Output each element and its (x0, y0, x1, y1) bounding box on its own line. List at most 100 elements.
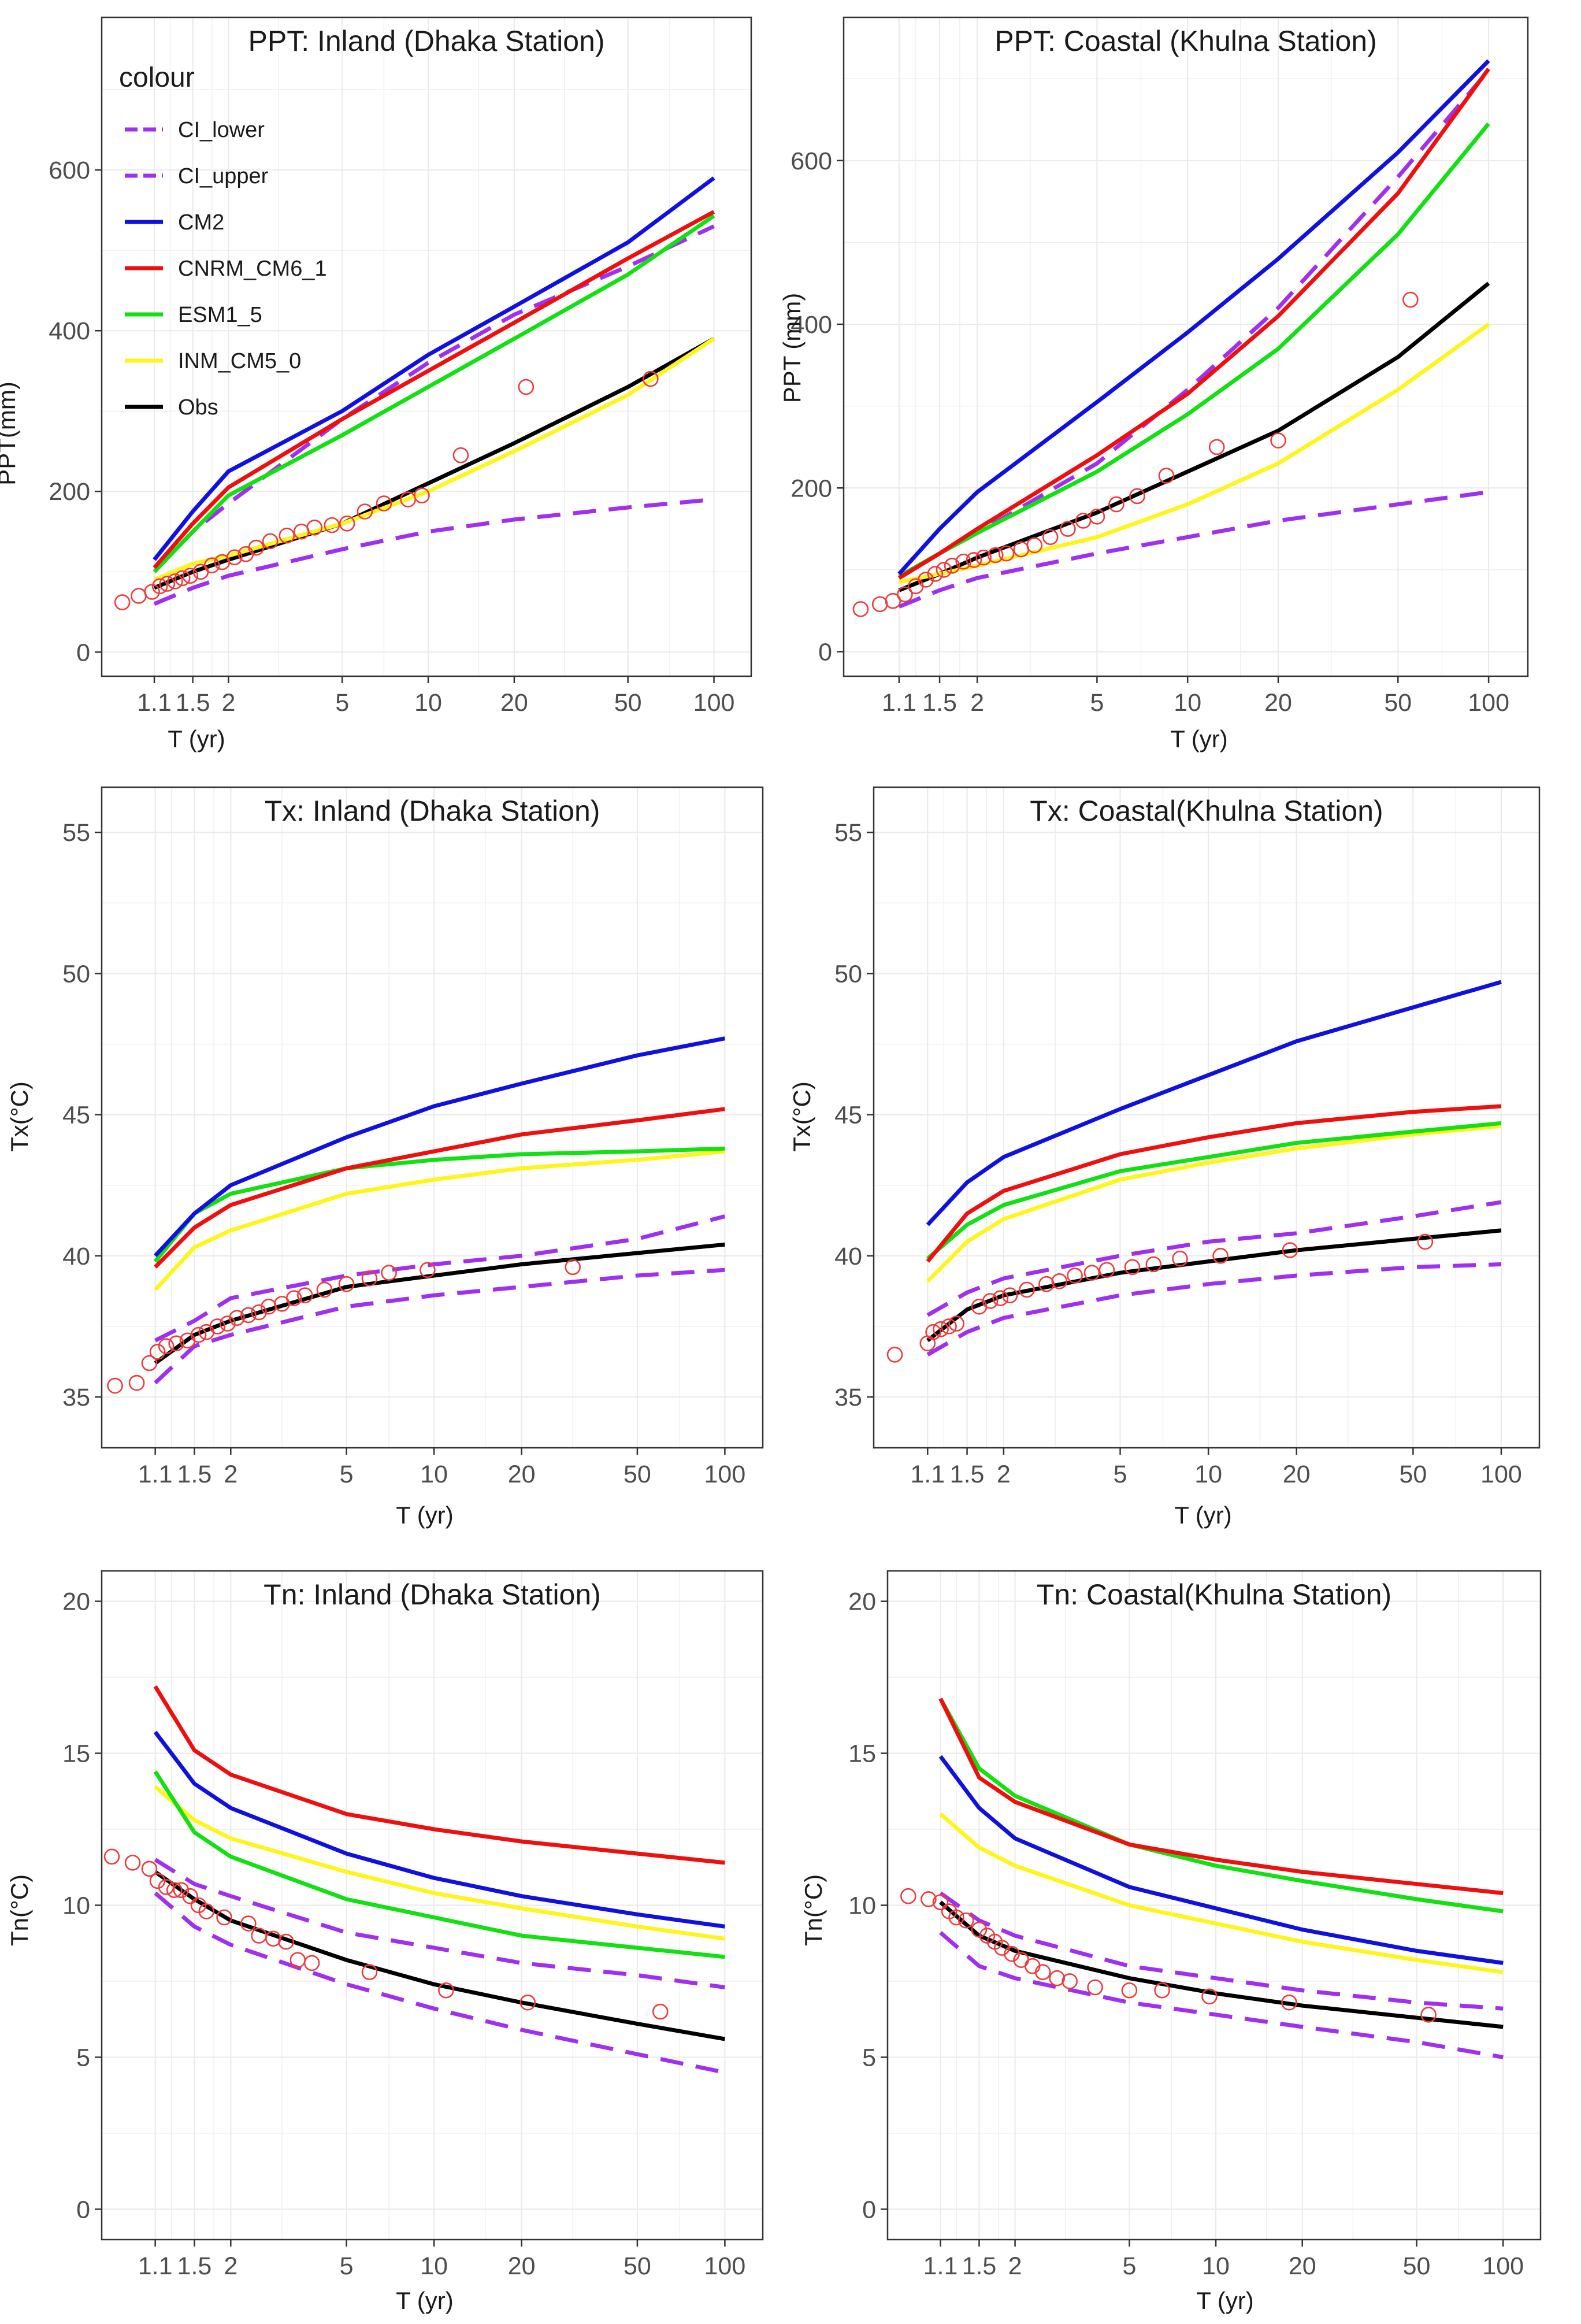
series-line-ci-lower (154, 1267, 725, 1385)
observed-point (936, 562, 952, 578)
observed-point (1042, 529, 1059, 546)
observed-point (927, 566, 944, 582)
observed-point (1001, 1287, 1018, 1304)
y-tick-label: 5 (862, 2044, 876, 2071)
x-tick-label: 1.1 (910, 1461, 945, 1488)
series-line-cnrm-cm6-1 (926, 1104, 1502, 1263)
observed-point (158, 1338, 175, 1354)
observed-point (933, 1321, 949, 1337)
legend-label: CNRM_CM6_1 (178, 257, 327, 281)
observed-point (1121, 1982, 1138, 1999)
gridlines (844, 17, 1528, 676)
observed-point (285, 1290, 302, 1306)
observed-point (966, 552, 982, 568)
x-tick-label: 1.5 (176, 689, 210, 717)
series-line-esm1-5 (153, 1770, 725, 1959)
y-tick-label: 15 (62, 1740, 90, 1768)
observed-point (565, 1259, 581, 1276)
series-line-ci-lower (939, 1931, 1504, 2059)
series-line-esm1-5 (153, 214, 715, 573)
series-line-cnrm-cm6-1 (898, 68, 1490, 580)
x-tick-label: 100 (693, 689, 735, 717)
observed-point (1067, 1267, 1083, 1284)
chart-panel-2: 0 200 400 600 1.1 1.5 2 5 10 20 50 100 PPT: Coastal … (778, 16, 1529, 753)
x-tick-label: 100 (1468, 689, 1509, 717)
observed-point (982, 1293, 999, 1309)
x-tick-label: 1.1 (138, 2252, 173, 2280)
observed-point (944, 558, 960, 574)
observed-point (918, 572, 934, 588)
observed-point (886, 1347, 903, 1363)
y-tick-label: 40 (834, 1243, 862, 1270)
x-tick-label: 1.1 (138, 1461, 173, 1488)
observed-point (1270, 432, 1286, 449)
observed-point (975, 549, 992, 566)
observed-point (376, 495, 392, 511)
series-line-ci-lower (153, 497, 714, 606)
observed-point (948, 1909, 964, 1926)
legend-title: colour (119, 62, 195, 93)
y-tick-label: 200 (49, 478, 90, 506)
panel-title: Tn: Inland (Dhaka Station) (264, 1578, 601, 1611)
plot-background (874, 787, 1539, 1448)
observed-point (167, 573, 183, 590)
observed-point (987, 547, 1004, 564)
observed-point (316, 1281, 333, 1298)
observed-point (114, 594, 131, 610)
gridlines (102, 787, 763, 1448)
observed-point (900, 1888, 916, 1904)
observed-point (381, 1265, 397, 1281)
series-line-cnrm-cm6-1 (938, 1697, 1504, 1895)
observed-point (141, 1860, 158, 1877)
x-tick-label: 50 (1384, 689, 1412, 717)
x-tick-label: 50 (624, 1461, 651, 1488)
x-tick-label: 2 (970, 689, 984, 717)
series-line-cm2 (897, 59, 1490, 576)
observed-point (141, 1355, 158, 1372)
series-line-cnrm-cm6-1 (154, 1107, 725, 1269)
x-axis-label: T (yr) (1174, 1502, 1232, 1529)
chart-panel-4: 35 40 45 50 55 1.1 1.5 2 5 10 20 50 100 Tx: Coastal(K… (788, 786, 1541, 1529)
observed-point (251, 1304, 267, 1321)
series-line-ci-lower (154, 1891, 726, 2075)
x-tick-label: 10 (1194, 1461, 1222, 1488)
x-tick-label: 5 (1090, 689, 1104, 717)
x-axis-label: T (yr) (168, 725, 225, 753)
observed-point (932, 1894, 949, 1911)
observed-point (1034, 1964, 1051, 1980)
observed-point (948, 1315, 964, 1332)
observed-point (124, 1855, 141, 1871)
x-tick-label: 100 (1482, 2252, 1524, 2280)
series-line-obs (154, 1242, 725, 1365)
observed-point (1402, 291, 1419, 308)
plot-frame (101, 786, 764, 1449)
y-tick-label: 45 (834, 1102, 862, 1129)
y-tick-label: 400 (49, 317, 90, 345)
observed-point (1129, 488, 1145, 505)
chart-panel-5: 0 5 10 15 20 1.1 1.5 2 5 10 20 50 100 Tn: Inland (Dha… (6, 1570, 764, 2314)
series-line-ci-upper (153, 224, 715, 573)
series-line-cm2 (938, 1755, 1504, 1965)
series-line-cm2 (153, 1730, 725, 1929)
legend-label: CM2 (178, 210, 224, 235)
observed-point (296, 1287, 313, 1304)
y-tick-label: 50 (62, 960, 90, 988)
x-tick-label: 20 (500, 689, 528, 717)
y-tick-label: 0 (818, 639, 832, 666)
observed-point (149, 1344, 166, 1360)
observed-point (643, 370, 659, 387)
x-tick-label: 20 (508, 2252, 536, 2280)
x-tick-label: 50 (1399, 1461, 1427, 1488)
plot-frame (101, 16, 752, 677)
y-axis-label: PPT (mm) (778, 293, 806, 403)
x-tick-label: 5 (335, 689, 349, 717)
series-line-cm2 (154, 1036, 726, 1258)
gridlines (102, 17, 751, 676)
panel-title: Tx: Coastal(Khulna Station) (1030, 795, 1383, 827)
plot-frame (843, 16, 1529, 677)
series-line-ci-upper (154, 1214, 726, 1343)
legend-label: INM_CM5_0 (178, 349, 301, 373)
legend-label: CI_lower (178, 118, 265, 142)
y-axis-label: PPT(mm) (0, 381, 20, 485)
